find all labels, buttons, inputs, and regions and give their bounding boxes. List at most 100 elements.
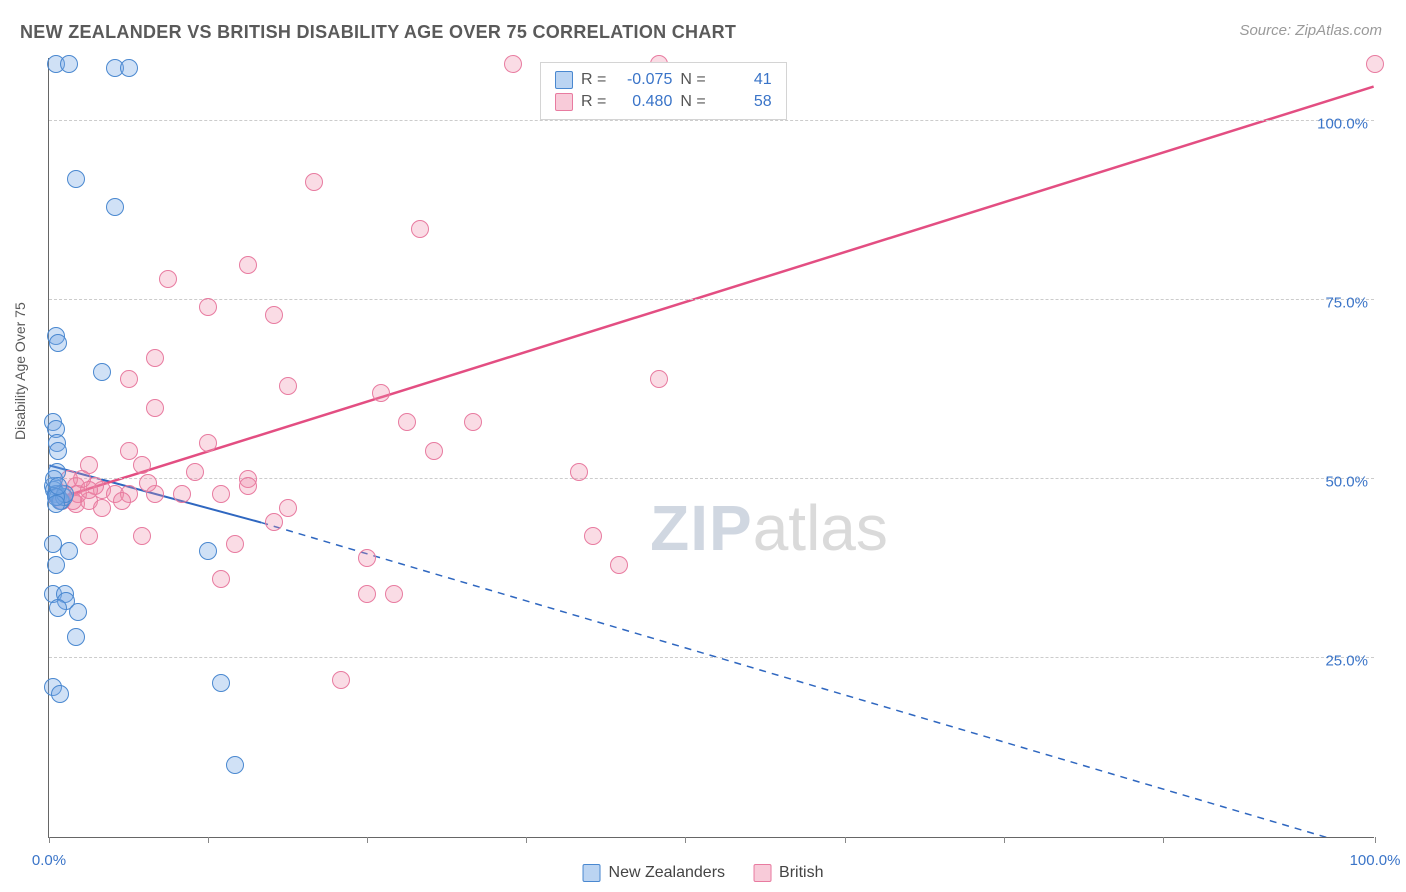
data-point-pink	[120, 370, 138, 388]
data-point-pink	[212, 570, 230, 588]
x-tick-label: 100.0%	[1350, 852, 1401, 869]
data-point-pink	[133, 456, 151, 474]
data-point-blue	[49, 334, 67, 352]
y-tick-label: 100.0%	[1317, 116, 1368, 133]
data-point-pink	[570, 463, 588, 481]
data-point-blue	[93, 363, 111, 381]
x-tick	[208, 837, 209, 843]
y-tick-label: 75.0%	[1325, 295, 1368, 312]
trend-lines	[49, 58, 1374, 837]
n-value-pink: 58	[714, 93, 772, 111]
y-axis-label: Disability Age Over 75	[12, 302, 28, 440]
x-tick	[1163, 837, 1164, 843]
source-attribution: Source: ZipAtlas.com	[1239, 22, 1382, 39]
data-point-pink	[173, 485, 191, 503]
data-point-blue	[120, 59, 138, 77]
data-point-pink	[279, 499, 297, 517]
r-label: R =	[581, 71, 606, 89]
gridline	[49, 657, 1374, 658]
correlation-legend: R = -0.075 N = 41 R = 0.480 N = 58	[540, 62, 787, 120]
data-point-pink	[372, 384, 390, 402]
x-tick	[1375, 837, 1376, 843]
data-point-pink	[358, 549, 376, 567]
data-point-pink	[120, 442, 138, 460]
legend-row-blue: R = -0.075 N = 41	[555, 69, 772, 91]
data-point-pink	[199, 434, 217, 452]
data-point-blue	[226, 756, 244, 774]
data-point-pink	[385, 585, 403, 603]
data-point-blue	[69, 603, 87, 621]
data-point-pink	[146, 399, 164, 417]
data-point-pink	[239, 477, 257, 495]
data-point-blue	[49, 442, 67, 460]
data-point-pink	[80, 481, 98, 499]
data-point-blue	[47, 495, 65, 513]
data-point-pink	[650, 370, 668, 388]
data-point-blue	[47, 556, 65, 574]
scatter-chart: ZIPatlas 25.0%50.0%75.0%100.0%0.0%100.0%	[48, 58, 1374, 838]
data-point-blue	[106, 198, 124, 216]
data-point-blue	[199, 542, 217, 560]
data-point-pink	[265, 306, 283, 324]
n-label: N =	[680, 93, 705, 111]
data-point-pink	[265, 513, 283, 531]
x-tick-label: 0.0%	[32, 852, 66, 869]
swatch-blue-icon	[583, 864, 601, 882]
data-point-blue	[49, 477, 67, 495]
x-tick	[526, 837, 527, 843]
watermark-atlas: atlas	[753, 492, 888, 564]
x-tick	[685, 837, 686, 843]
series-legend: New Zealanders British	[583, 864, 824, 882]
data-point-pink	[411, 220, 429, 238]
data-point-pink	[358, 585, 376, 603]
chart-title: NEW ZEALANDER VS BRITISH DISABILITY AGE …	[20, 22, 736, 43]
swatch-blue-icon	[555, 71, 573, 89]
gridline	[49, 299, 1374, 300]
data-point-pink	[1366, 55, 1384, 73]
x-tick	[845, 837, 846, 843]
y-tick-label: 25.0%	[1325, 653, 1368, 670]
data-point-pink	[113, 492, 131, 510]
data-point-blue	[212, 674, 230, 692]
data-point-pink	[305, 173, 323, 191]
data-point-blue	[60, 55, 78, 73]
watermark-zip: ZIP	[650, 492, 753, 564]
data-point-pink	[226, 535, 244, 553]
data-point-pink	[159, 270, 177, 288]
legend-row-pink: R = 0.480 N = 58	[555, 91, 772, 113]
legend-label-pink: British	[779, 864, 823, 882]
data-point-pink	[332, 671, 350, 689]
data-point-pink	[139, 474, 157, 492]
r-value-pink: 0.480	[614, 93, 672, 111]
data-point-pink	[146, 349, 164, 367]
n-value-blue: 41	[714, 71, 772, 89]
data-point-blue	[60, 542, 78, 560]
r-value-blue: -0.075	[614, 71, 672, 89]
swatch-pink-icon	[753, 864, 771, 882]
watermark: ZIPatlas	[650, 491, 888, 565]
n-label: N =	[680, 71, 705, 89]
data-point-pink	[425, 442, 443, 460]
data-point-blue	[51, 685, 69, 703]
data-point-pink	[610, 556, 628, 574]
data-point-pink	[504, 55, 522, 73]
data-point-pink	[212, 485, 230, 503]
data-point-pink	[93, 499, 111, 517]
data-point-pink	[199, 298, 217, 316]
data-point-blue	[67, 170, 85, 188]
data-point-pink	[186, 463, 204, 481]
data-point-pink	[464, 413, 482, 431]
data-point-pink	[398, 413, 416, 431]
data-point-pink	[279, 377, 297, 395]
swatch-pink-icon	[555, 93, 573, 111]
legend-item-blue: New Zealanders	[583, 864, 726, 882]
data-point-pink	[239, 256, 257, 274]
x-tick	[367, 837, 368, 843]
data-point-pink	[584, 527, 602, 545]
x-tick	[49, 837, 50, 843]
data-point-blue	[49, 599, 67, 617]
x-tick	[1004, 837, 1005, 843]
data-point-pink	[133, 527, 151, 545]
data-point-blue	[67, 628, 85, 646]
legend-label-blue: New Zealanders	[609, 864, 726, 882]
